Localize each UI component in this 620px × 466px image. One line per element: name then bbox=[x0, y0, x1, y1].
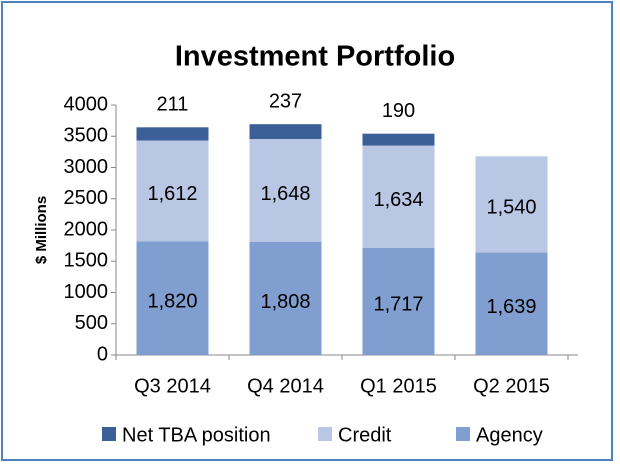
y-tick-label: 2500 bbox=[64, 187, 109, 209]
bar-segment bbox=[475, 252, 548, 355]
value-label: 211 bbox=[157, 94, 189, 116]
value-label: 1,820 bbox=[147, 290, 197, 312]
bar-segment bbox=[249, 242, 322, 355]
y-axis-label: $ Millions bbox=[33, 196, 50, 264]
value-label: 190 bbox=[382, 100, 415, 122]
y-tick-label: 3000 bbox=[64, 156, 109, 178]
y-tick-label: 500 bbox=[75, 312, 108, 334]
legend-swatch bbox=[456, 427, 470, 441]
bar-segment bbox=[249, 124, 322, 139]
value-label: 1,717 bbox=[373, 294, 423, 316]
bar-segment bbox=[249, 139, 322, 242]
value-label: 1,648 bbox=[260, 183, 310, 205]
y-tick-label: 2000 bbox=[64, 218, 109, 240]
legend-label: Credit bbox=[338, 424, 392, 446]
x-tick-label: Q2 2015 bbox=[473, 375, 550, 397]
x-tick-label: Q1 2015 bbox=[360, 375, 437, 397]
value-label: 1,540 bbox=[486, 197, 536, 219]
bar-segment bbox=[362, 145, 435, 248]
chart-title: Investment Portfolio bbox=[175, 41, 455, 73]
y-tick-label: 0 bbox=[97, 343, 108, 365]
y-tick-label: 4000 bbox=[64, 93, 109, 115]
bar-segment bbox=[136, 127, 209, 141]
legend-label: Agency bbox=[476, 424, 543, 446]
bar-segment bbox=[362, 133, 435, 146]
value-label: 1,612 bbox=[147, 183, 197, 205]
value-label: 1,808 bbox=[260, 291, 310, 313]
legend-swatch bbox=[102, 427, 116, 441]
value-label: 237 bbox=[269, 90, 302, 112]
x-tick-label: Q4 2014 bbox=[247, 375, 324, 397]
bar-segment bbox=[136, 140, 209, 242]
y-tick-label: 1500 bbox=[64, 250, 109, 272]
y-tick-label: 3500 bbox=[64, 125, 109, 147]
value-label: 1,634 bbox=[373, 189, 423, 211]
x-tick-label: Q3 2014 bbox=[134, 375, 211, 397]
y-tick-label: 1000 bbox=[64, 281, 109, 303]
bar-segment bbox=[362, 247, 435, 355]
bar-segment bbox=[475, 156, 548, 253]
legend-label: Net TBA position bbox=[122, 424, 271, 446]
bar-segment bbox=[136, 241, 209, 355]
legend-swatch bbox=[318, 427, 332, 441]
value-label: 1,639 bbox=[486, 296, 536, 318]
